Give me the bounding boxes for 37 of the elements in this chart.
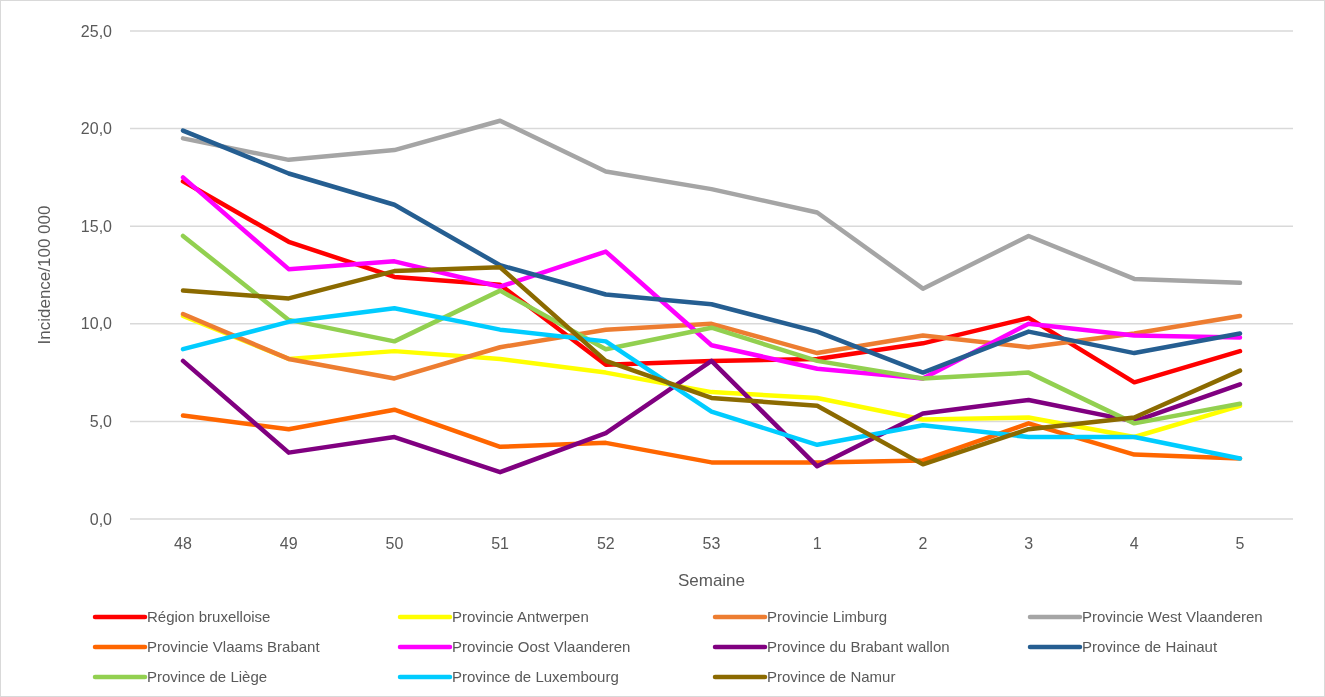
legend-label: Province de Liège bbox=[147, 668, 268, 686]
x-tick-label: 49 bbox=[279, 535, 298, 552]
y-tick-label: 25,0 bbox=[80, 22, 113, 40]
line-series bbox=[180, 358, 1243, 475]
legend-label: Province de Hainaut bbox=[1082, 638, 1218, 656]
line-series bbox=[180, 128, 1243, 375]
x-tick-label: 51 bbox=[491, 535, 510, 552]
legend-label: Provincie Oost Vlaanderen bbox=[452, 638, 631, 656]
y-tick-label: 0,0 bbox=[89, 510, 113, 528]
x-tick-label: 50 bbox=[385, 535, 404, 552]
x-tick-label: 4 bbox=[1129, 535, 1139, 552]
line-series bbox=[180, 305, 1243, 461]
x-tick-label: 52 bbox=[596, 535, 615, 552]
legend-label: Province du Brabant wallon bbox=[767, 638, 950, 656]
y-tick-label: 5,0 bbox=[89, 413, 113, 430]
legend-label: Provincie Limburg bbox=[767, 608, 888, 626]
y-tick-label: 15,0 bbox=[80, 217, 113, 235]
legend-label: Province de Luxembourg bbox=[452, 668, 619, 686]
y-tick-label: 10,0 bbox=[80, 315, 113, 333]
line-series bbox=[180, 311, 1243, 381]
x-tick-label: 53 bbox=[702, 535, 721, 552]
y-tick-label: 20,0 bbox=[80, 120, 113, 138]
line-series bbox=[180, 264, 1243, 467]
legend-label: Provincie West Vlaanderen bbox=[1082, 608, 1263, 626]
x-axis-title: Semaine bbox=[677, 571, 746, 590]
line-series bbox=[180, 233, 1243, 426]
line-series bbox=[180, 118, 1243, 291]
legend-label: Provincie Vlaams Brabant bbox=[147, 638, 321, 656]
legend-label: Région bruxelloise bbox=[147, 608, 271, 626]
x-tick-label: 1 bbox=[812, 535, 822, 552]
legend-label: Province de Namur bbox=[767, 668, 896, 686]
x-tick-label: 5 bbox=[1235, 535, 1245, 552]
x-tick-label: 3 bbox=[1024, 535, 1034, 552]
y-axis-title: Incidence/100 000 bbox=[35, 205, 54, 345]
x-tick-label: 2 bbox=[918, 535, 928, 552]
x-tick-label: 48 bbox=[174, 535, 192, 552]
legend-label: Provincie Antwerpen bbox=[452, 608, 589, 626]
